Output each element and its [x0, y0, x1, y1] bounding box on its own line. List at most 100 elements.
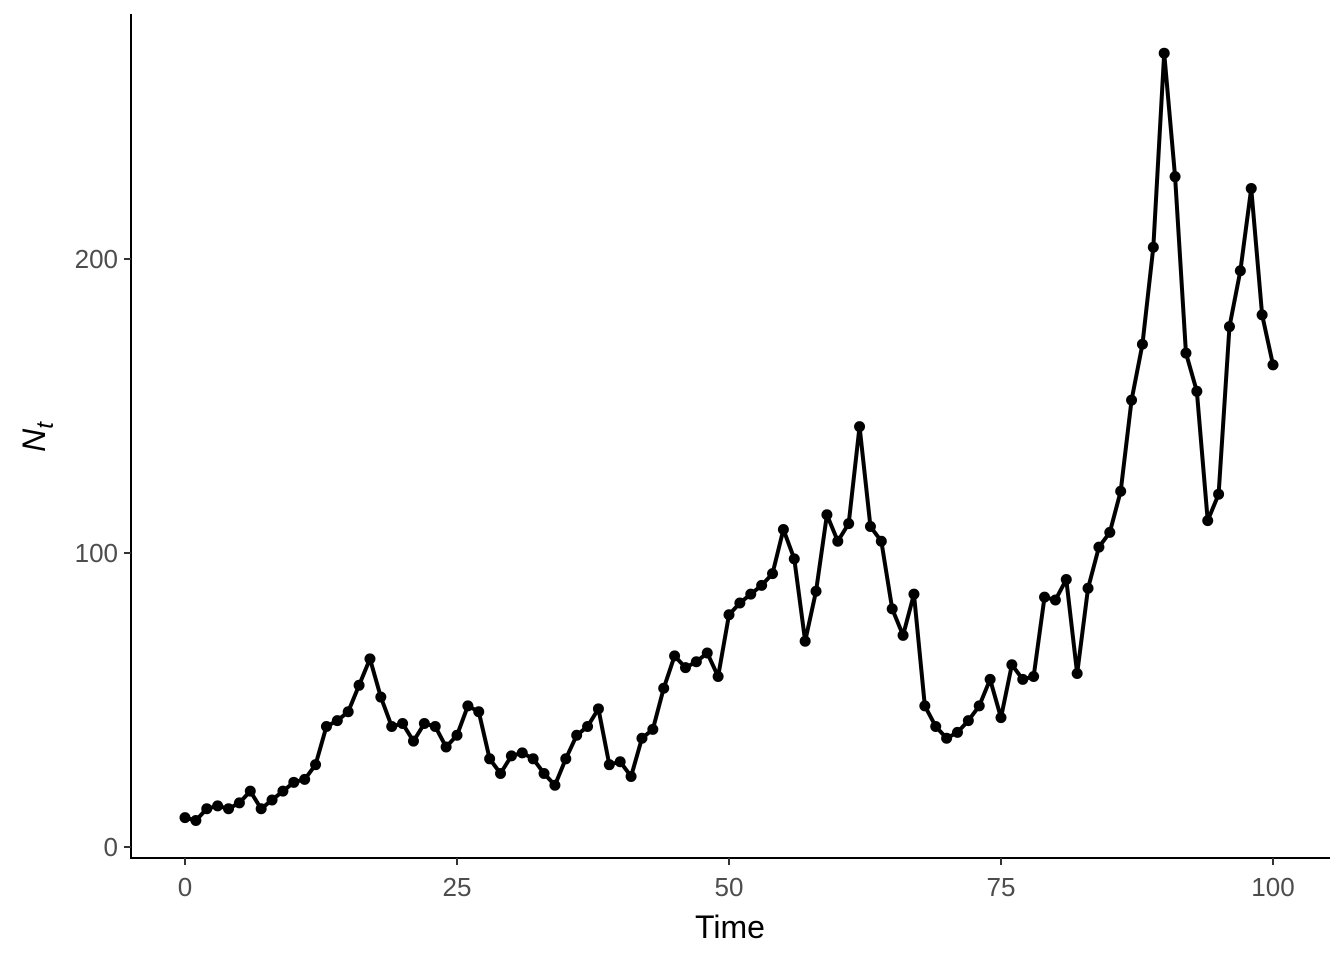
data-point: [832, 535, 844, 547]
data-point: [962, 715, 974, 727]
data-point: [407, 735, 419, 747]
data-point: [538, 768, 550, 779]
data-point: [201, 803, 213, 815]
data-point: [179, 812, 191, 824]
data-point: [1093, 541, 1105, 553]
data-point: [603, 759, 615, 771]
data-point: [767, 568, 779, 580]
y-ticks: 0 100 200: [75, 244, 131, 862]
data-point: [984, 673, 996, 685]
data-point: [473, 706, 485, 718]
data-point: [930, 720, 942, 732]
data-point: [516, 747, 528, 759]
data-point: [451, 729, 463, 741]
data-point: [342, 706, 354, 718]
data-point: [571, 729, 583, 741]
data-point: [788, 553, 800, 565]
y-axis-title-subscript: t: [32, 421, 59, 429]
x-ticks: 0 25 50 75 100: [178, 858, 1295, 902]
y-tick-label: 0: [104, 832, 118, 862]
data-point: [1115, 485, 1127, 497]
series-line-group: [184, 51, 1275, 823]
data-point: [364, 653, 376, 665]
data-point: [320, 720, 332, 732]
x-tick-label: 100: [1251, 872, 1294, 902]
data-point: [375, 691, 387, 703]
data-point: [582, 720, 594, 732]
y-tick-label: 100: [75, 538, 118, 568]
data-point: [1202, 515, 1214, 527]
data-point: [1028, 670, 1040, 682]
x-tick-label: 50: [715, 872, 744, 902]
data-point: [1039, 591, 1051, 603]
data-point: [212, 800, 224, 812]
data-point: [886, 603, 898, 615]
data-point: [941, 732, 953, 744]
data-point: [1049, 594, 1061, 606]
data-point: [1006, 659, 1018, 671]
data-point: [505, 750, 517, 762]
data-point: [1245, 182, 1257, 194]
data-point: [647, 723, 659, 735]
data-point: [1136, 338, 1148, 350]
data-point: [679, 662, 691, 674]
data-point: [560, 753, 572, 765]
x-tick-label: 75: [987, 872, 1016, 902]
data-point: [625, 770, 637, 782]
data-point: [299, 773, 311, 785]
data-point: [462, 700, 474, 712]
data-point: [1267, 359, 1279, 371]
data-point: [386, 720, 398, 732]
data-point: [1071, 668, 1083, 680]
data-point: [951, 726, 963, 738]
data-point: [484, 753, 496, 765]
data-point: [527, 753, 539, 765]
data-point: [1213, 488, 1225, 500]
data-point: [756, 579, 768, 591]
data-point: [669, 650, 681, 662]
data-point: [919, 700, 931, 712]
data-point: [854, 421, 866, 433]
data-point: [1104, 526, 1116, 538]
data-point: [1017, 673, 1029, 685]
data-point: [495, 768, 507, 779]
data-point: [1158, 47, 1170, 59]
data-point: [1180, 347, 1192, 359]
data-point: [821, 509, 833, 521]
data-point: [1126, 394, 1138, 406]
data-point: [908, 588, 920, 600]
data-point: [777, 523, 789, 535]
y-axis-title-main: N: [16, 428, 52, 452]
data-point: [1082, 582, 1094, 594]
data-point: [233, 797, 245, 809]
data-point: [244, 785, 256, 797]
data-point: [1060, 573, 1072, 585]
x-tick-label: 0: [178, 872, 192, 902]
data-point: [636, 732, 648, 744]
data-point: [223, 803, 235, 815]
data-point: [1191, 385, 1203, 397]
data-point: [745, 588, 757, 600]
data-point: [429, 720, 441, 732]
data-point: [1256, 309, 1268, 321]
data-point: [1234, 265, 1246, 277]
data-point: [995, 712, 1007, 724]
data-point: [288, 776, 300, 788]
data-point: [1223, 321, 1235, 333]
data-point: [712, 670, 724, 682]
data-point: [277, 785, 289, 797]
data-point: [701, 647, 713, 659]
data-point: [190, 815, 202, 827]
data-point: [397, 718, 409, 730]
data-point: [658, 682, 670, 694]
y-axis-title: Nt: [16, 421, 59, 452]
data-point: [266, 794, 278, 806]
data-point: [864, 521, 876, 533]
x-axis-title: Time: [695, 909, 765, 945]
data-point: [690, 656, 702, 668]
x-tick-label: 25: [443, 872, 472, 902]
plot-area: [179, 47, 1279, 827]
axes: 0 25 50 75 100 0 100 200: [75, 14, 1330, 902]
data-point: [810, 585, 822, 597]
